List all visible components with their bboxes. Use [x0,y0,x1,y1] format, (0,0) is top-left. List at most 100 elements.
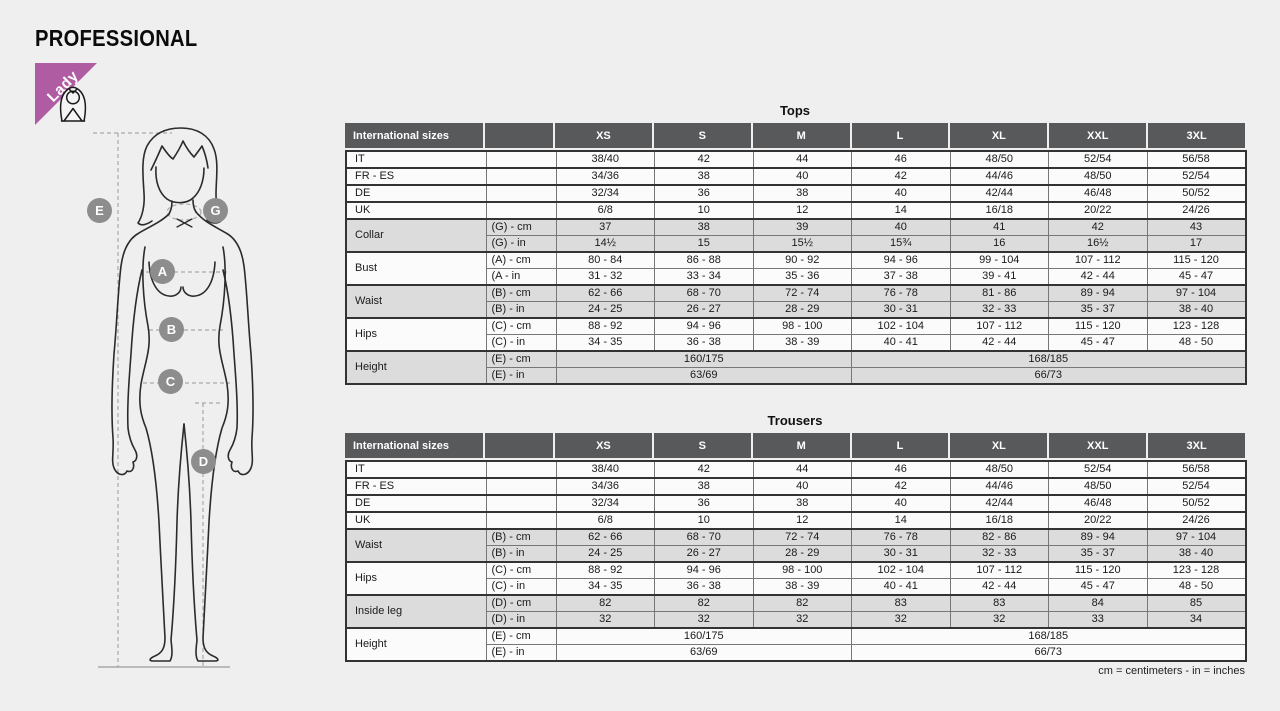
size-value: 42/44 [949,184,1049,203]
marker-waist-b: B [159,317,184,342]
marker-height-e: E [87,198,112,223]
size-value: 40 [752,167,852,186]
size-value: 86 - 88 [654,251,754,269]
size-value: 46/48 [1048,184,1148,203]
size-value: 40 [752,477,852,496]
size-value: 97 - 104 [1146,284,1246,302]
size-value: 45 - 47 [1048,578,1148,596]
measure-unit-label [485,167,557,186]
size-value: 56/58 [1146,150,1246,169]
group-label: Waist [345,284,487,319]
size-value: 28 - 29 [752,545,852,563]
size-value: 82 - 86 [949,528,1049,546]
size-value: 98 - 100 [752,561,852,579]
size-value: 31 - 32 [555,268,655,286]
measure-unit-label: (E) - cm [485,350,557,368]
size-value: 37 - 38 [851,268,951,286]
size-column-header: S [653,123,753,150]
size-value: 115 - 120 [1048,561,1148,579]
size-value: 24 - 25 [555,301,655,319]
size-column-header: S [653,433,753,460]
size-value: 20/22 [1048,201,1148,220]
size-value: 82 [654,594,754,612]
measure-unit-label [485,511,557,530]
row-label: UK [345,511,487,530]
size-value: 45 - 47 [1048,334,1148,352]
size-value: 83 [851,594,951,612]
corner-header: International sizes [345,123,485,150]
size-value: 107 - 112 [1048,251,1148,269]
size-value: 38 - 40 [1146,545,1246,563]
size-value: 15½ [752,235,852,253]
size-value: 94 - 96 [851,251,951,269]
size-value: 12 [752,201,852,220]
size-value: 38 [752,494,852,513]
size-value: 38 [654,167,754,186]
row-label: UK [345,201,487,220]
size-value: 32/34 [555,184,655,203]
size-value: 102 - 104 [851,561,951,579]
row-label: FR - ES [345,477,487,496]
size-value: 72 - 74 [752,528,852,546]
size-value: 30 - 31 [851,545,951,563]
size-value: 46 [851,460,951,479]
size-value: 52/54 [1048,150,1148,169]
size-value: 52/54 [1048,460,1148,479]
size-value: 50/52 [1146,184,1246,203]
size-value: 38 - 39 [752,334,852,352]
size-value: 76 - 78 [851,528,951,546]
size-value: 42 - 44 [949,578,1049,596]
row-label: DE [345,494,487,513]
group-label: Height [345,627,487,662]
body-outline [111,127,254,662]
tops-table-title: Tops [779,103,811,118]
measure-unit-label: (D) - in [485,611,557,629]
size-value: 42 [654,460,754,479]
size-value: 37 [555,218,655,236]
size-value: 41 [949,218,1049,236]
size-value: 34/36 [555,477,655,496]
measure-unit-label: (D) - cm [485,594,557,612]
size-value: 17 [1146,235,1246,253]
size-value: 52/54 [1146,167,1246,186]
trousers-size-table: Trousers International sizes XS S M L XL XXL 3X… [345,413,1247,662]
size-value: 48/50 [1048,167,1148,186]
size-value: 10 [654,511,754,530]
size-column-header: XXL [1049,123,1149,150]
size-value-merged: 63/69 [555,644,852,662]
size-value: 34/36 [555,167,655,186]
size-column-header: L [851,433,951,460]
size-value: 68 - 70 [654,284,754,302]
size-column-header: XXL [1049,433,1149,460]
measure-unit-label [485,477,557,496]
size-value: 107 - 112 [949,317,1049,335]
size-value: 26 - 27 [654,301,754,319]
measure-unit-label: (A) - cm [485,251,557,269]
size-value: 44 [752,460,852,479]
empty-header [485,433,555,460]
size-value: 6/8 [555,201,655,220]
size-value: 82 [752,594,852,612]
size-value: 94 - 96 [654,561,754,579]
size-value: 48/50 [949,460,1049,479]
group-label: Waist [345,528,487,563]
size-value-merged: 160/175 [555,350,852,368]
size-value: 40 [851,494,951,513]
measure-unit-label: (B) - cm [485,528,557,546]
size-value: 12 [752,511,852,530]
size-value: 81 - 86 [949,284,1049,302]
size-value: 89 - 94 [1048,284,1148,302]
size-value-merged: 66/73 [851,367,1246,385]
size-value: 99 - 104 [949,251,1049,269]
measure-unit-label: (B) - cm [485,284,557,302]
size-value: 39 - 41 [949,268,1049,286]
size-value: 16/18 [949,511,1049,530]
size-value: 34 - 35 [555,334,655,352]
size-value: 35 - 37 [1048,545,1148,563]
size-column-header: XL [950,433,1050,460]
size-value: 42 [851,167,951,186]
measure-unit-label: (C) - cm [485,561,557,579]
size-value: 28 - 29 [752,301,852,319]
size-value: 26 - 27 [654,545,754,563]
size-value: 14½ [555,235,655,253]
